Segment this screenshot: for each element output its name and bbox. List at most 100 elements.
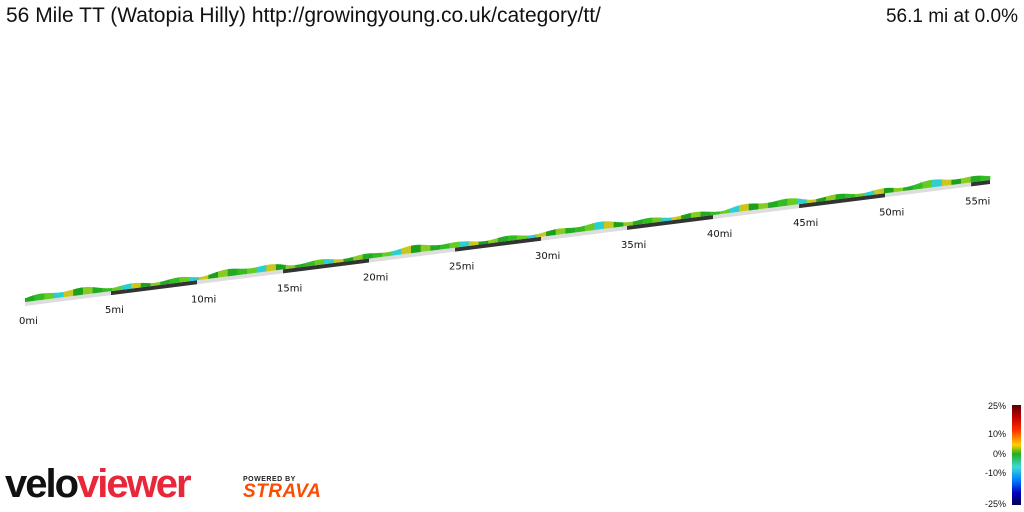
gradient-segment xyxy=(787,198,791,206)
gradient-segment xyxy=(847,193,851,198)
gradient-segment xyxy=(579,226,583,232)
gradient-segment xyxy=(606,221,610,229)
gradient-segment xyxy=(133,282,137,289)
gradient-segment xyxy=(73,288,76,296)
gradient-segment xyxy=(140,282,144,288)
gradient-segment xyxy=(246,268,250,274)
gradient-segment xyxy=(150,282,154,287)
gradient-segment xyxy=(584,225,588,232)
gradient-segment xyxy=(705,211,709,216)
gradient-segment xyxy=(632,221,636,226)
gradient-segment xyxy=(119,285,122,291)
gradient-segment xyxy=(553,229,557,236)
gradient-segment xyxy=(362,253,366,260)
gradient-segment xyxy=(845,193,848,199)
gradient-segment xyxy=(259,266,262,273)
gradient-segment xyxy=(164,280,168,285)
gradient-segment xyxy=(53,292,57,299)
gradient-segment xyxy=(758,203,762,210)
gradient-segment xyxy=(792,198,795,206)
gradient-segment xyxy=(287,265,291,269)
gradient-segment xyxy=(763,203,766,209)
gradient-segment xyxy=(232,268,236,276)
gradient-segment xyxy=(174,277,178,284)
gradient-segment xyxy=(328,259,332,264)
gradient-segment xyxy=(78,287,81,296)
distance-band xyxy=(799,193,886,209)
gradient-segment xyxy=(201,276,204,280)
gradient-segment xyxy=(514,235,518,241)
gradient-segment xyxy=(635,220,639,225)
gradient-segment xyxy=(198,276,202,281)
gradient-segment xyxy=(772,201,776,208)
distance-band xyxy=(455,236,542,252)
gradient-segment xyxy=(302,263,306,267)
legend-label: -25% xyxy=(984,499,1006,509)
gradient-segment xyxy=(743,203,747,212)
gradient-segment xyxy=(686,213,689,219)
gradient-segment xyxy=(394,250,397,256)
gradient-segment xyxy=(907,186,911,191)
gradient-segment xyxy=(970,176,974,183)
distance-band xyxy=(541,225,628,241)
gradient-segment xyxy=(944,179,947,186)
gradient-segment xyxy=(806,199,810,204)
gradient-segment xyxy=(377,252,380,258)
gradient-segment xyxy=(519,235,523,240)
gradient-segment xyxy=(66,290,69,297)
gradient-segment xyxy=(647,217,651,224)
gradient-segment xyxy=(722,210,725,214)
gradient-segment xyxy=(449,242,453,249)
gradient-segment xyxy=(538,233,542,238)
veloviewer-logo[interactable]: veloviewer xyxy=(5,462,192,506)
gradient-segment xyxy=(295,264,298,268)
gradient-segment xyxy=(309,261,313,267)
mile-marker-label: 20mi xyxy=(363,273,388,284)
gradient-segment xyxy=(218,270,221,278)
gradient-segment xyxy=(273,263,277,271)
gradient-segment xyxy=(304,262,308,267)
gradient-segment xyxy=(331,259,335,264)
gradient-segment xyxy=(886,187,889,194)
gradient-segment xyxy=(912,184,916,190)
gradient-segment xyxy=(987,175,991,181)
gradient-segment xyxy=(268,264,272,272)
gradient-segment xyxy=(601,221,605,230)
gradient-segment xyxy=(111,287,115,292)
gradient-segment xyxy=(659,217,663,222)
gradient-segment xyxy=(39,293,43,301)
gradient-segment xyxy=(825,196,829,201)
gradient-segment xyxy=(866,191,870,196)
gradient-segment xyxy=(172,278,175,284)
gradient-segment xyxy=(850,193,853,198)
gradient-segment xyxy=(138,282,142,288)
gradient-segment xyxy=(927,180,930,188)
gradient-segment xyxy=(398,248,402,255)
gradient-segment xyxy=(676,216,680,220)
gradient-segment xyxy=(587,224,590,231)
gradient-segment xyxy=(958,178,962,184)
gradient-segment xyxy=(430,245,434,251)
distance-band xyxy=(713,204,800,220)
gradient-segment xyxy=(618,222,622,227)
gradient-segment xyxy=(109,287,113,292)
gradient-segment xyxy=(319,259,323,265)
gradient-segment xyxy=(123,284,127,290)
gradient-segment xyxy=(49,292,52,299)
gradient-segment xyxy=(608,221,612,229)
gradient-segment xyxy=(61,291,64,298)
gradient-segment xyxy=(94,287,98,294)
gradient-segment xyxy=(751,203,754,211)
gradient-segment xyxy=(169,278,173,284)
gradient-segment xyxy=(512,235,516,241)
gradient-segment xyxy=(290,265,294,269)
gradient-segment xyxy=(833,194,836,200)
gradient-segment xyxy=(369,253,373,259)
gradient-segment xyxy=(256,266,260,273)
powered-by-strava[interactable]: POWERED BY STRAVA xyxy=(243,476,322,502)
gradient-segment xyxy=(51,292,55,299)
gradient-segment xyxy=(495,238,499,243)
gradient-segment xyxy=(466,241,470,247)
gradient-segment xyxy=(350,257,354,261)
